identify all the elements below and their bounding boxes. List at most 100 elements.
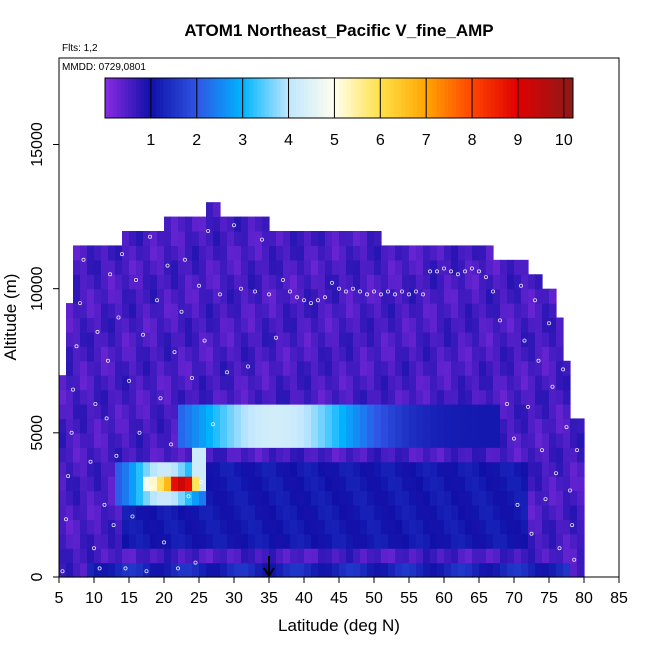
colorbar-segment <box>210 78 215 118</box>
heatmap-cell <box>577 562 585 578</box>
sample-point <box>193 560 198 565</box>
heatmap-cell <box>402 548 410 564</box>
heatmap-cell <box>150 288 158 304</box>
heatmap-cell <box>276 360 284 376</box>
heatmap-cell <box>472 504 480 520</box>
heatmap-cell <box>234 259 242 275</box>
heatmap-cell <box>458 331 466 347</box>
heatmap-cell <box>549 346 557 362</box>
heatmap-cell <box>122 259 130 275</box>
heatmap-cell <box>353 346 361 362</box>
heatmap-cell <box>437 259 445 275</box>
heatmap-cell <box>486 245 494 261</box>
heatmap-cell <box>444 447 452 463</box>
heatmap-cell <box>304 288 312 304</box>
heatmap-cell <box>374 389 382 405</box>
colorbar: 1 2 3 4 5 6 7 8 9 10 <box>104 77 574 149</box>
heatmap-cell <box>66 360 74 376</box>
colorbar-segment <box>105 78 110 118</box>
heatmap-cell <box>269 490 277 506</box>
colorbar-segment <box>452 78 457 118</box>
colorbar-segment <box>428 78 434 118</box>
heatmap-cell <box>178 274 186 290</box>
heatmap-cell <box>192 432 200 448</box>
heatmap-cell <box>430 317 438 333</box>
heatmap-cell <box>339 303 347 319</box>
heatmap-cell <box>234 389 242 405</box>
heatmap-cell <box>262 231 270 247</box>
sample-point <box>252 289 257 294</box>
heatmap-cell <box>178 504 186 520</box>
heatmap-cell <box>500 360 508 376</box>
heatmap-cell <box>311 447 319 463</box>
heatmap-cell <box>73 504 81 520</box>
sample-point <box>182 257 187 262</box>
heatmap-cell <box>304 548 312 564</box>
heatmap-cell <box>164 404 172 420</box>
heatmap-cell <box>360 360 368 376</box>
x-tick-label: 60 <box>435 590 453 607</box>
heatmap-cell <box>283 562 291 578</box>
heatmap-cell <box>563 418 571 434</box>
heatmap-cell <box>465 317 473 333</box>
heatmap-cell <box>507 461 515 477</box>
heatmap-cell <box>535 548 543 564</box>
heatmap-cell <box>542 303 550 319</box>
heatmap-cell <box>94 331 102 347</box>
sample-point <box>483 275 488 280</box>
sample-point <box>364 292 369 297</box>
heatmap-cell <box>325 548 333 564</box>
heatmap-cell <box>297 346 305 362</box>
heatmap-cell <box>255 548 263 564</box>
heatmap-cell <box>234 360 242 376</box>
heatmap-cell <box>395 476 403 492</box>
heatmap-cell <box>248 490 256 506</box>
sample-point <box>315 298 320 303</box>
heatmap-cell <box>115 259 123 275</box>
heatmap-cell <box>108 504 116 520</box>
heatmap-cell <box>535 404 543 420</box>
heatmap-cell <box>374 432 382 448</box>
heatmap-cell <box>262 548 270 564</box>
heatmap-cell <box>290 375 298 391</box>
heatmap-cell <box>164 490 172 506</box>
flights-annotation: Flts: 1,2 <box>62 43 98 54</box>
heatmap-cell <box>241 389 249 405</box>
heatmap-cell <box>388 461 396 477</box>
heatmap-cell <box>311 231 319 247</box>
heatmap-cell <box>164 288 172 304</box>
colorbar-segment <box>179 78 184 118</box>
heatmap-cell <box>185 346 193 362</box>
x-tick-label: 35 <box>260 590 278 607</box>
heatmap-cell <box>192 231 200 247</box>
heatmap-cell <box>437 346 445 362</box>
heatmap-cell <box>388 375 396 391</box>
colorbar-segment <box>510 78 515 118</box>
heatmap-cell <box>437 504 445 520</box>
sample-point <box>111 523 116 528</box>
heatmap-cell <box>220 259 228 275</box>
heatmap-cell <box>409 288 417 304</box>
colorbar-segment <box>413 78 418 118</box>
heatmap-cell <box>101 404 109 420</box>
heatmap-cell <box>472 404 480 420</box>
heatmap-cell <box>213 504 221 520</box>
heatmap-cell <box>164 216 172 232</box>
sample-point <box>564 425 569 430</box>
heatmap-cell <box>507 548 515 564</box>
heatmap-cell <box>185 317 193 333</box>
heatmap-cell <box>416 360 424 376</box>
heatmap-cell <box>479 490 487 506</box>
heatmap-cell <box>206 490 214 506</box>
dates-annotation: MMDD: 0729,0801 <box>62 62 146 73</box>
colorbar-segment <box>151 78 157 118</box>
heatmap-cell <box>108 389 116 405</box>
heatmap-cell <box>332 432 340 448</box>
heatmap-cell <box>493 504 501 520</box>
heatmap-cell <box>500 404 508 420</box>
heatmap-cell <box>507 504 515 520</box>
heatmap-cell <box>290 317 298 333</box>
heatmap-cell <box>395 245 403 261</box>
heatmap-cell <box>297 404 305 420</box>
heatmap-cell <box>409 389 417 405</box>
